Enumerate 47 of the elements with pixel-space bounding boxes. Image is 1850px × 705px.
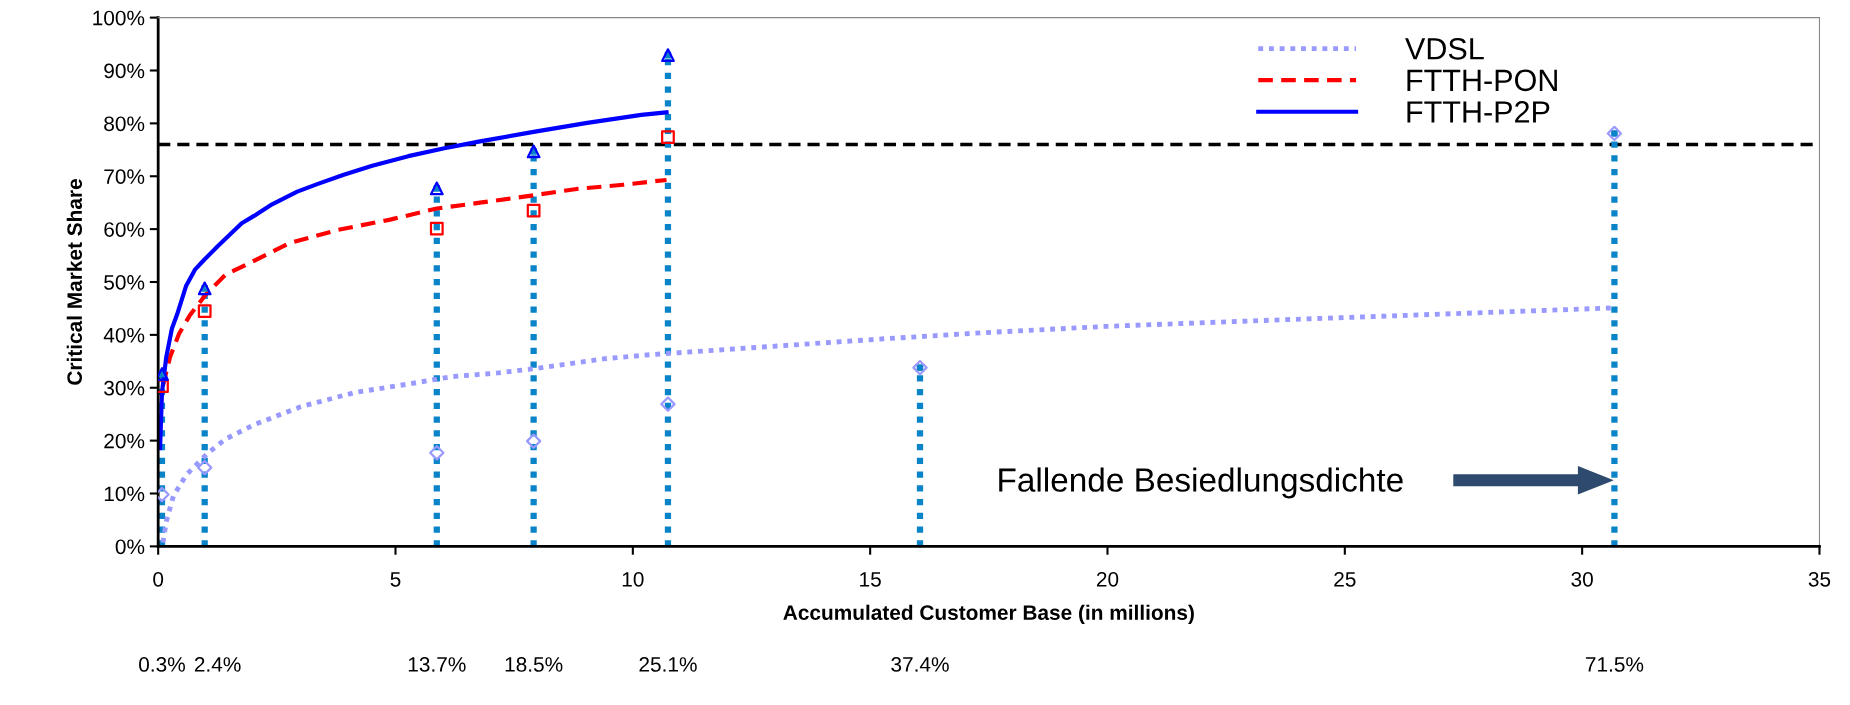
point xyxy=(525,433,542,449)
y-axis-title: Critical Market Share xyxy=(66,179,83,385)
annotation: Fallende Besiedlungsdichte xyxy=(999,467,1403,499)
point xyxy=(429,445,445,461)
line-series xyxy=(158,110,669,451)
point xyxy=(197,281,212,296)
x-tick-label: 35 xyxy=(1808,571,1831,587)
x-tick-label: 15 xyxy=(860,572,881,587)
text: 18.5% xyxy=(505,657,563,672)
y-tick-label: 80% xyxy=(104,116,145,132)
text: 13.7% xyxy=(408,657,466,672)
point xyxy=(1606,125,1623,142)
y-tick-label: 90% xyxy=(104,63,145,79)
point xyxy=(429,181,444,196)
y-tick-label: 40% xyxy=(103,327,145,343)
text: 71.5% xyxy=(1585,657,1644,672)
y-tick-label: 100% xyxy=(93,10,145,26)
x-axis-title: Accumulated Customer Base (in millions) xyxy=(783,604,1194,625)
y-tick-label: 0% xyxy=(115,539,145,555)
y-tick-label: 50% xyxy=(104,275,145,290)
legend-label: VDSL xyxy=(1405,38,1484,60)
point xyxy=(196,459,213,476)
point xyxy=(526,144,541,159)
x-tick-label: 0 xyxy=(153,571,164,587)
x-tick-label: 10 xyxy=(622,571,644,587)
x-tick-label: 20 xyxy=(1096,571,1119,587)
y-tick-label: 30% xyxy=(104,380,145,396)
legend-label: FTTH-PON xyxy=(1407,69,1557,92)
point xyxy=(526,203,541,218)
text: 2.4% xyxy=(194,657,241,672)
point xyxy=(197,304,212,318)
x-tick-label: 25 xyxy=(1334,571,1356,587)
legend-label: FTTH-P2P xyxy=(1407,101,1550,123)
y-tick-label: 60% xyxy=(104,222,145,237)
y-tick-label: 10% xyxy=(104,486,145,502)
x-tick-label: 5 xyxy=(390,572,401,587)
point xyxy=(661,48,675,63)
text: 25.1% xyxy=(639,657,697,672)
y-tick-label: 20% xyxy=(104,433,145,449)
x-tick-label: 30 xyxy=(1571,571,1593,587)
text: 37.4% xyxy=(891,657,949,672)
point xyxy=(661,130,675,145)
point xyxy=(660,396,676,412)
point xyxy=(912,359,928,376)
y-tick-label: 70% xyxy=(104,169,145,184)
text: 0.3% xyxy=(139,657,185,672)
point xyxy=(429,221,444,236)
